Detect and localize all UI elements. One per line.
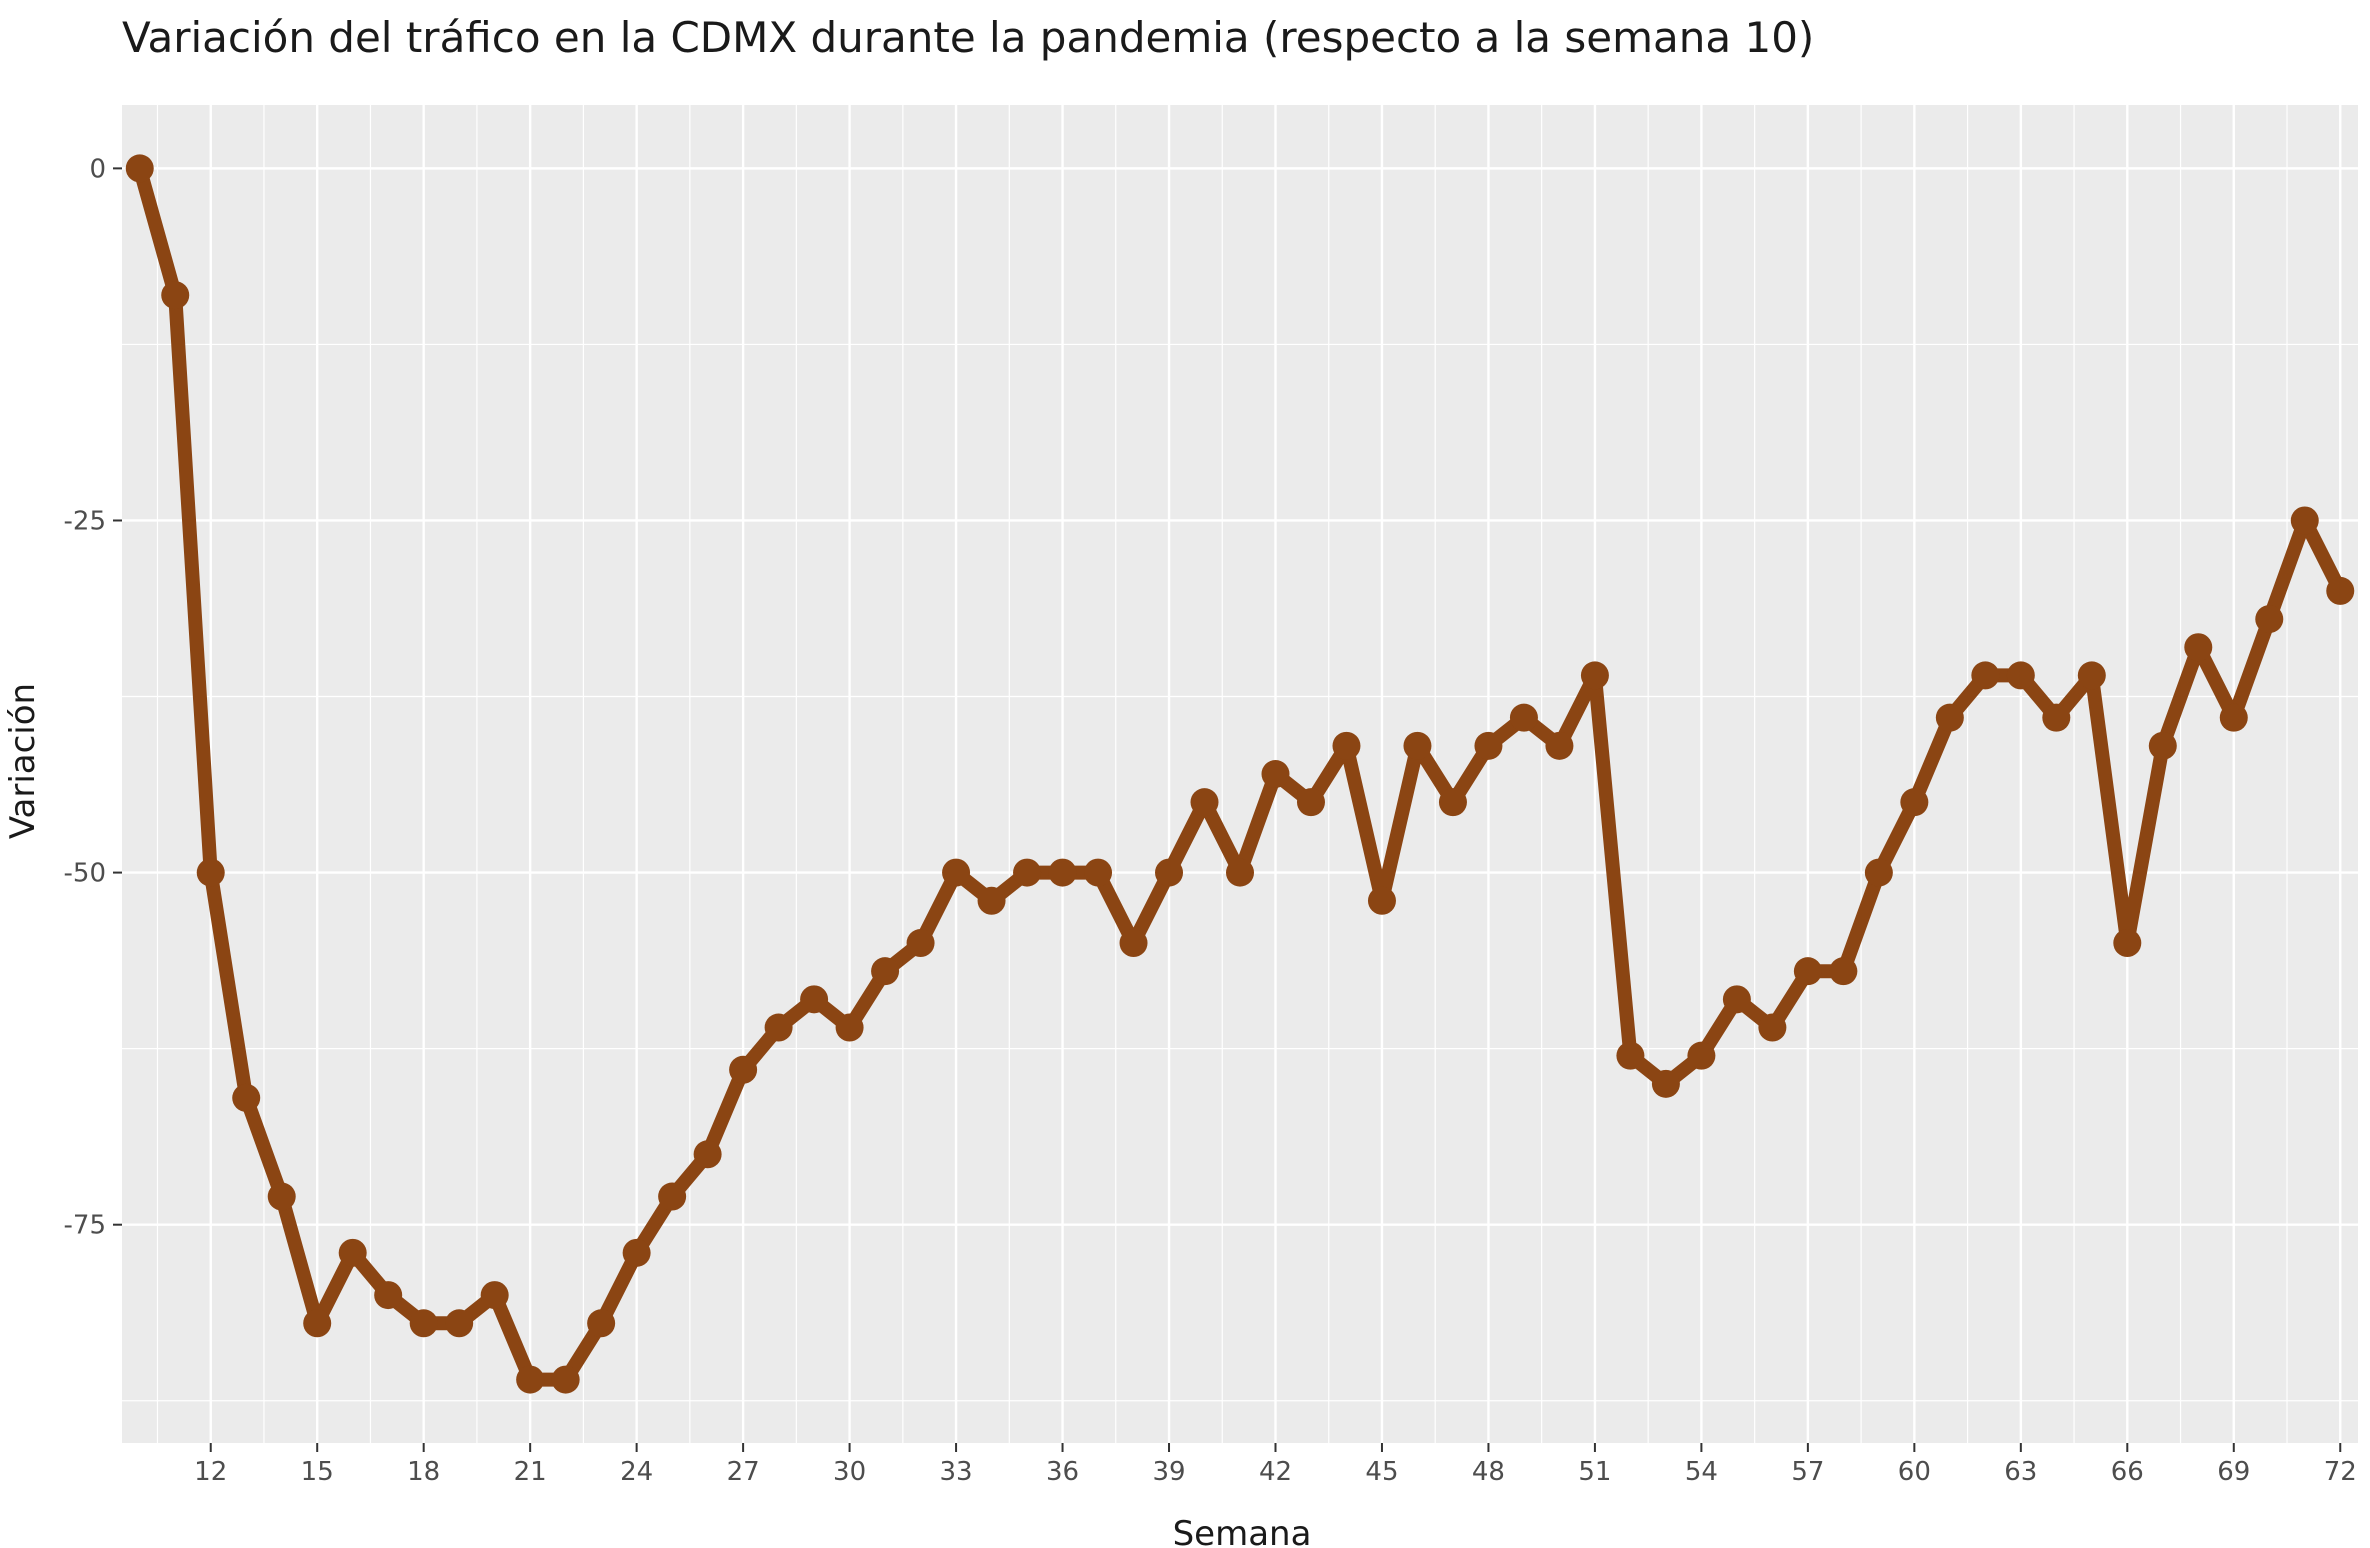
- data-point: [1829, 957, 1858, 986]
- data-point: [1190, 788, 1219, 817]
- data-point: [267, 1182, 296, 1211]
- x-tick-label: 48: [1472, 1457, 1505, 1487]
- data-point: [1013, 858, 1042, 887]
- x-tick-label: 45: [1365, 1457, 1398, 1487]
- x-tick-label: 30: [833, 1457, 866, 1487]
- data-point: [2148, 731, 2177, 760]
- data-point: [161, 281, 190, 310]
- data-point: [1474, 731, 1503, 760]
- x-tick-label: 54: [1685, 1457, 1718, 1487]
- x-tick-label: 39: [1152, 1457, 1185, 1487]
- data-point: [977, 886, 1006, 915]
- data-point: [835, 1013, 864, 1042]
- data-point: [906, 929, 935, 958]
- data-point: [764, 1013, 793, 1042]
- y-axis-ticks: 0 -25 -50 -75: [64, 154, 122, 1241]
- data-point: [2255, 605, 2284, 634]
- x-tick-label: 18: [407, 1457, 440, 1487]
- data-point: [1935, 703, 1964, 732]
- x-axis-ticks: 12 15 18 21 24 27 30 33 36 39 42 45 48 51 54 57 60 63 66 69…: [194, 1443, 2357, 1487]
- data-point: [1864, 858, 1893, 887]
- chart-title: Variación del tráfico en la CDMX durante…: [122, 13, 1814, 62]
- data-point: [196, 858, 225, 887]
- x-tick-label: 33: [940, 1457, 973, 1487]
- data-point: [2326, 576, 2355, 605]
- x-tick-label: 24: [620, 1457, 653, 1487]
- y-tick-label: -75: [64, 1211, 106, 1241]
- data-point: [942, 858, 971, 887]
- data-point: [516, 1365, 545, 1394]
- y-axis-title: Variación: [3, 683, 43, 839]
- data-point: [232, 1083, 261, 1112]
- x-tick-label: 57: [1791, 1457, 1824, 1487]
- data-point: [125, 154, 154, 183]
- x-tick-label: 69: [2217, 1457, 2250, 1487]
- data-point: [871, 957, 900, 986]
- data-point: [587, 1309, 616, 1338]
- data-point: [2006, 661, 2035, 690]
- data-point: [800, 985, 829, 1014]
- data-point: [1509, 703, 1538, 732]
- data-point: [1971, 661, 2000, 690]
- x-tick-label: 63: [2004, 1457, 2037, 1487]
- data-point: [2219, 703, 2248, 732]
- data-point: [2290, 506, 2319, 535]
- data-point: [480, 1281, 509, 1310]
- data-point: [551, 1365, 580, 1394]
- data-point: [622, 1238, 651, 1267]
- data-point: [1758, 1013, 1787, 1042]
- data-point: [729, 1055, 758, 1084]
- data-point: [2113, 929, 2142, 958]
- x-tick-label: 60: [1898, 1457, 1931, 1487]
- data-point: [2042, 703, 2071, 732]
- data-point: [1332, 731, 1361, 760]
- data-point: [445, 1309, 474, 1338]
- data-point: [374, 1281, 403, 1310]
- data-point: [1687, 1041, 1716, 1070]
- x-tick-label: 21: [514, 1457, 547, 1487]
- data-point: [1580, 661, 1609, 690]
- x-tick-label: 15: [301, 1457, 334, 1487]
- x-axis-title: Semana: [1173, 1514, 1312, 1548]
- data-point: [2184, 633, 2213, 662]
- data-point: [1084, 858, 1113, 887]
- x-tick-label: 36: [1046, 1457, 1079, 1487]
- data-point: [1119, 929, 1148, 958]
- y-tick-label: 0: [89, 154, 106, 184]
- major-gridlines: [122, 105, 2358, 1443]
- data-point: [303, 1309, 332, 1338]
- data-point: [1296, 788, 1325, 817]
- data-point: [1722, 985, 1751, 1014]
- y-tick-label: -50: [64, 859, 106, 889]
- data-point: [1438, 788, 1467, 817]
- data-point: [1545, 731, 1574, 760]
- data-point: [1048, 858, 1077, 887]
- data-point: [1403, 731, 1432, 760]
- x-tick-label: 12: [194, 1457, 227, 1487]
- data-point: [1155, 858, 1184, 887]
- data-point: [1261, 760, 1290, 788]
- x-tick-label: 66: [2111, 1457, 2144, 1487]
- data-point: [1367, 886, 1396, 915]
- data-point: [693, 1140, 722, 1169]
- y-tick-label: -25: [64, 506, 106, 536]
- plot-panel: [122, 105, 2358, 1443]
- data-point: [1651, 1069, 1680, 1098]
- x-tick-label: 27: [727, 1457, 760, 1487]
- data-point: [1793, 957, 1822, 986]
- x-tick-label: 51: [1578, 1457, 1611, 1487]
- data-point: [1900, 788, 1929, 817]
- data-point: [1616, 1041, 1645, 1070]
- x-tick-label: 42: [1259, 1457, 1292, 1487]
- data-point: [2077, 661, 2106, 690]
- data-point: [1226, 858, 1254, 887]
- data-point: [658, 1182, 687, 1211]
- data-point: [409, 1309, 438, 1338]
- x-tick-label: 72: [2324, 1457, 2357, 1487]
- data-point: [338, 1238, 367, 1267]
- series-group: [125, 154, 2355, 1394]
